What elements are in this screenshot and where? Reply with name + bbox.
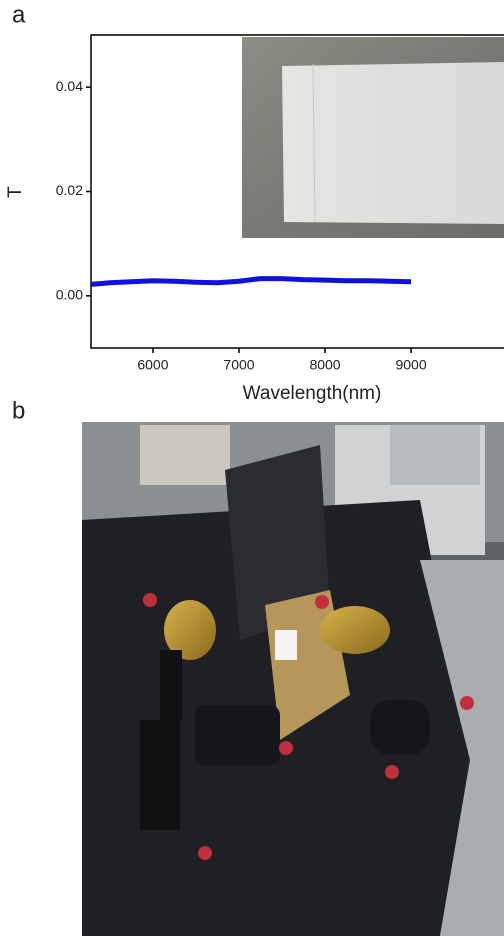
data-line: [90, 276, 412, 287]
y-tick-label: 0.00: [56, 287, 83, 303]
y-tick-label: 0.04: [56, 78, 83, 94]
x-tick-label: 9000: [395, 357, 426, 373]
panel-label: b: [12, 397, 25, 424]
x-tick-label: 8000: [309, 357, 340, 373]
x-tick-label: 7000: [223, 357, 254, 373]
x-axis-title: Wavelength(nm): [243, 383, 382, 404]
y-axis-title: T: [5, 186, 26, 198]
y-tick-label: 0.02: [56, 182, 83, 198]
x-tick-label: 6000: [137, 357, 168, 373]
lab-photo: [82, 422, 504, 936]
panel-label: a: [12, 1, 26, 28]
inset-photo: [242, 37, 504, 238]
